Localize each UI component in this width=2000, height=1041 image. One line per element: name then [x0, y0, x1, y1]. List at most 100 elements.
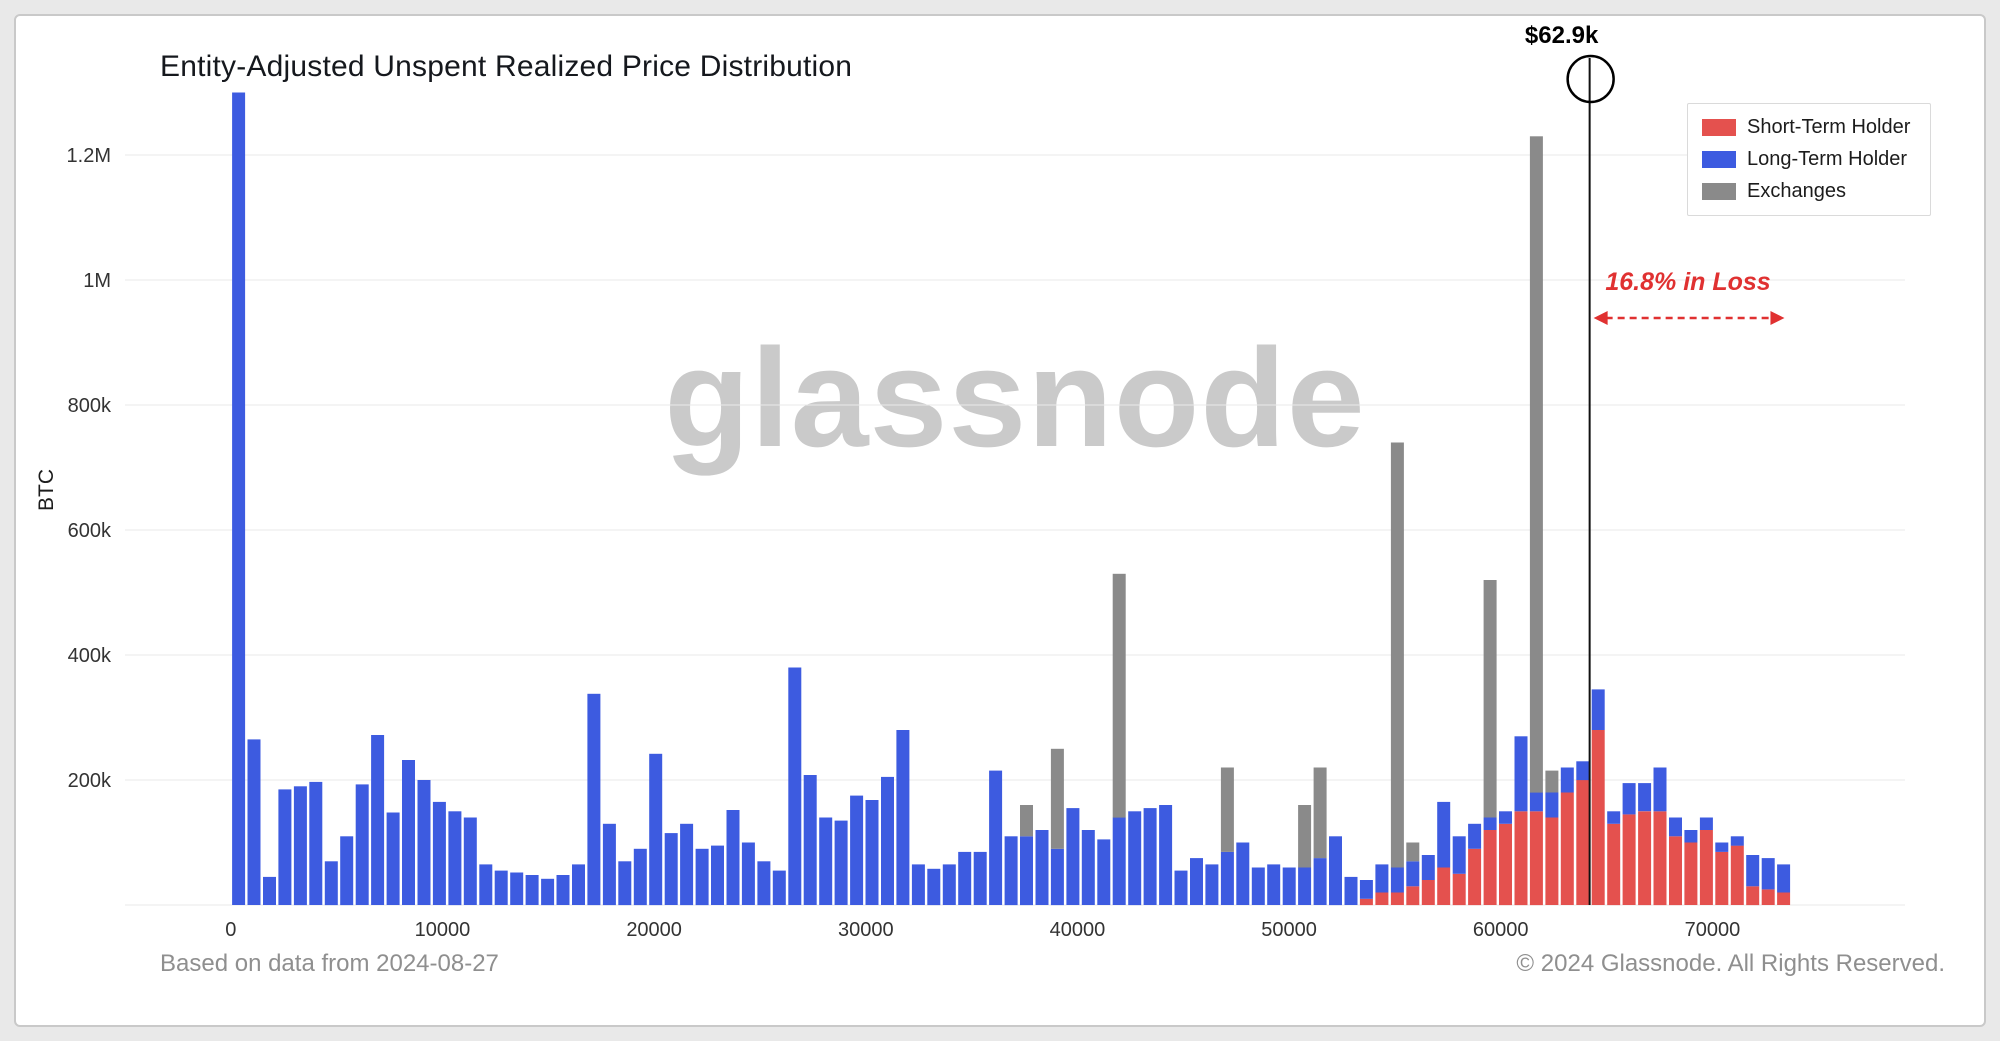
- bar-segment: [1468, 848, 1482, 906]
- x-tick-label: 30000: [838, 919, 894, 941]
- bar-segment: [757, 861, 771, 906]
- chart-title: Entity-Adjusted Unspent Realized Price D…: [160, 50, 853, 83]
- bar-segment: [402, 760, 415, 905]
- x-tick-label: 40000: [1050, 919, 1106, 941]
- x-tick-label: 50000: [1261, 919, 1317, 941]
- bar-segment: [1097, 839, 1111, 905]
- bar-segment: [1529, 136, 1543, 793]
- bar-segment: [1669, 817, 1682, 837]
- bar-segment: [1529, 811, 1543, 906]
- bar-segment: [1730, 845, 1744, 905]
- bar-segment: [1390, 867, 1404, 893]
- bar-segment: [263, 876, 276, 905]
- bar-segment: [1684, 830, 1698, 843]
- bar-segment: [618, 861, 632, 906]
- bar-segment: [911, 864, 925, 905]
- legend-swatch: [1702, 151, 1736, 168]
- bar-segment: [1483, 580, 1497, 818]
- bar-segment: [1298, 867, 1312, 905]
- bar-segment: [1653, 767, 1667, 812]
- bar-segment: [1761, 858, 1775, 890]
- bar-segment: [680, 823, 694, 906]
- bar-segment: [1777, 892, 1791, 905]
- bar-segment: [1112, 573, 1126, 818]
- bar-segment: [850, 795, 864, 905]
- bar-segment: [1236, 842, 1250, 905]
- bar-segment: [741, 842, 755, 905]
- bar-segment: [1205, 864, 1219, 905]
- bar-segment: [1638, 783, 1652, 812]
- x-tick-label: 0: [225, 919, 236, 941]
- legend-label: Long-Term Holder: [1747, 148, 1908, 170]
- bar-segment: [1406, 886, 1420, 906]
- bar-segment: [1035, 830, 1049, 905]
- bar-segment: [232, 92, 246, 905]
- x-tick-label: 70000: [1685, 919, 1741, 941]
- bar-segment: [1313, 858, 1327, 905]
- bar-segment: [1313, 767, 1327, 859]
- bar-segment: [1359, 898, 1373, 906]
- bar-segment: [1545, 817, 1559, 905]
- bar-segment: [1375, 892, 1389, 905]
- bar-segment: [1066, 808, 1080, 905]
- bar-segment: [1390, 892, 1404, 905]
- bar-segment: [896, 730, 910, 905]
- bar-segment: [1622, 783, 1636, 815]
- bar-segment: [309, 781, 323, 905]
- bar-segment: [1699, 817, 1713, 830]
- bar-segment: [448, 811, 462, 906]
- legend-item: Short-Term Holder: [1702, 116, 1910, 139]
- bar-segment: [1174, 870, 1188, 905]
- bar-segment: [695, 848, 709, 906]
- bar-segment: [587, 693, 601, 906]
- bar-segment: [1669, 836, 1682, 906]
- bar-segment: [1081, 830, 1095, 905]
- bar-segment: [1220, 851, 1234, 905]
- bar-segment: [247, 739, 261, 905]
- legend-swatch: [1702, 119, 1736, 136]
- bar-segment: [1421, 855, 1435, 880]
- bar-segment: [1591, 689, 1605, 730]
- bar-segment: [324, 861, 338, 906]
- bar-segment: [1499, 823, 1512, 906]
- bar-segment: [1545, 770, 1559, 793]
- bar-segment: [1483, 817, 1497, 830]
- bar-segment: [1344, 876, 1358, 905]
- bar-segment: [1452, 873, 1466, 906]
- bar-segment: [432, 801, 446, 905]
- bar-segment: [803, 775, 817, 905]
- bar-segment: [927, 868, 941, 906]
- bar-segment: [726, 810, 740, 905]
- legend-item: Long-Term Holder: [1702, 148, 1910, 171]
- bar-segment: [1576, 780, 1590, 905]
- bar-segment: [1607, 811, 1621, 824]
- bar-segment: [1267, 864, 1281, 905]
- bar-segment: [1390, 442, 1404, 868]
- bar-segment: [1591, 730, 1605, 905]
- bar-segment: [1251, 867, 1265, 905]
- bar-segment: [494, 870, 508, 905]
- x-tick-label: 60000: [1473, 919, 1529, 941]
- legend-label: Exchanges: [1747, 180, 1846, 202]
- bar-segment: [1020, 836, 1033, 906]
- bar-segment: [1777, 864, 1791, 893]
- bar-segment: [973, 851, 987, 905]
- bar-segment: [1329, 836, 1342, 906]
- bar-segment: [479, 864, 493, 905]
- bar-segment: [1004, 836, 1018, 906]
- bar-segment: [510, 872, 524, 905]
- bar-segment: [1020, 805, 1033, 837]
- bar-segment: [649, 753, 663, 906]
- bar-segment: [572, 864, 585, 905]
- bar-segment: [1483, 830, 1497, 905]
- bar-segment: [989, 770, 1003, 905]
- bar-segment: [1437, 867, 1451, 905]
- bar-segment: [525, 875, 539, 905]
- y-tick-label: 800k: [68, 395, 112, 417]
- legend: Short-Term Holder Long-Term Holder Exchang…: [1687, 103, 1932, 216]
- bar-segment: [1452, 836, 1466, 874]
- bar-segment: [1406, 861, 1420, 887]
- bar-segment: [340, 836, 354, 906]
- bar-segment: [834, 820, 848, 905]
- bar-segment: [1282, 867, 1296, 905]
